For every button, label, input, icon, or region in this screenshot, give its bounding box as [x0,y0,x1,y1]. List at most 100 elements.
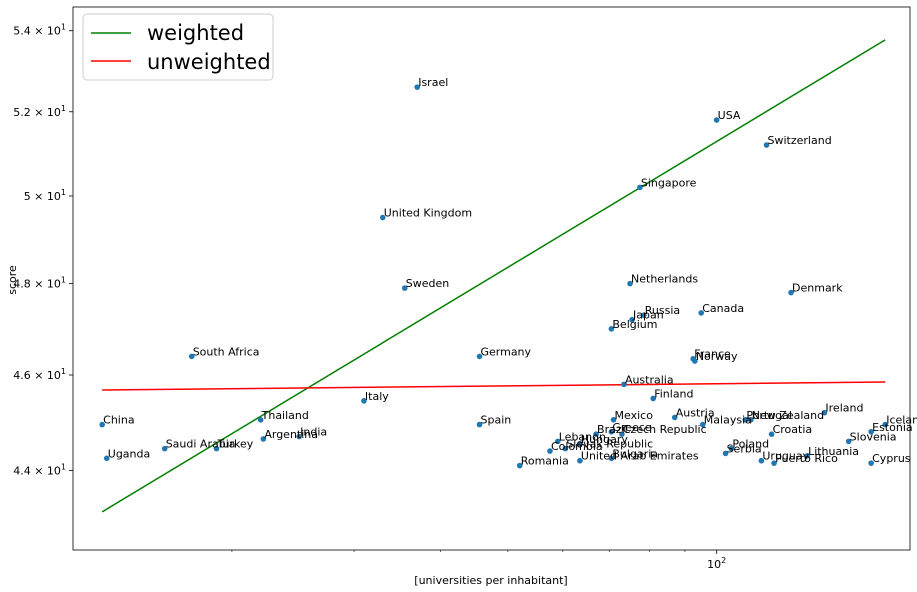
data-point [868,460,874,466]
data-point-label: China [103,414,134,427]
data-point-label: Malaysia [704,414,752,427]
data-point [742,417,749,423]
y-tick-label: 4.4 × 101 [13,462,66,477]
data-point [671,414,678,421]
data-point-label: Ireland [825,402,863,415]
data-point-label: Russia [645,304,680,317]
y-tick-label: 5.2 × 101 [13,104,66,119]
data-point-label: Lithuania [808,445,859,458]
legend: weighted unweighted [82,13,274,81]
data-point-label: United Arab Emirates [581,450,699,463]
data-point-label: Mexico [615,409,654,422]
data-point-label: Norway [696,350,738,363]
data-point [577,440,583,447]
data-point [722,450,729,457]
trend-line-unweighted [102,381,886,391]
y-tick-label: 5.4 × 101 [13,23,66,38]
data-point-label: France [694,348,731,361]
data-point-label: South Africa [193,345,260,358]
data-point [296,433,302,440]
data-point [637,184,643,191]
data-point [103,455,110,462]
data-point [260,436,267,442]
data-point-label: Israel [418,76,448,89]
data-point-label: Thailand [261,409,309,422]
data-point [748,417,754,423]
data-point-label: Brazil [597,423,628,436]
data-point [577,457,583,464]
data-point-label: Canada [702,302,744,315]
data-point-label: Japan [632,309,664,322]
data-point [845,438,852,445]
plot-area: 4.4 × 101 4.6 × 101 4.8 × 101 5 × 101 5.2 × … [13,6,917,571]
data-point-label: Denmark [792,282,843,295]
data-point [608,326,615,332]
data-point [650,395,657,402]
data-point [692,358,698,364]
data-point [188,353,195,360]
data-point [213,445,220,452]
data-point [768,431,775,437]
data-point [608,428,615,435]
data-point-label: Portugal [746,409,792,422]
y-tick-label: 4.8 × 101 [13,276,66,291]
data-point-labels: Israel USA Switzerland Singapore United King… [103,76,917,467]
data-point-label: Estonia [872,421,913,434]
data-point [516,462,523,469]
data-point-label: Bulgaria [612,447,658,460]
legend-box [82,13,274,81]
data-point-label: Iceland [886,414,917,427]
data-point [161,445,168,452]
data-point-label: Singapore [641,176,697,189]
data-point-label: Uruguay [762,450,809,463]
data-point-label: Finland [654,387,693,400]
y-axis-label: score [6,265,19,295]
data-points [99,84,889,469]
data-point-label: Belgium [612,318,657,331]
data-point [629,316,635,323]
data-point [698,310,705,316]
trend-lines [101,39,886,513]
y-axis-ticks: 4.4 × 101 4.6 × 101 4.8 × 101 5 × 101 5.2 × … [13,23,73,477]
data-point [379,214,386,221]
data-point [621,381,627,388]
data-point-label: United Kingdom [384,207,472,220]
data-point [763,142,770,148]
data-point-label: India [300,426,327,439]
data-point [700,421,706,428]
data-point [627,280,633,287]
data-point-label: Argentina [264,428,318,441]
data-point-label: Uganda [108,447,150,460]
data-point [728,445,735,452]
data-point-label: USA [718,109,741,122]
data-point-label: Austria [676,406,715,419]
data-point-label: Turkey [216,438,253,451]
data-point [821,409,828,416]
data-point [361,398,367,404]
data-point [476,353,483,360]
data-point [788,289,794,296]
data-point-label: Switzerland [768,134,832,147]
data-point-label: Poland [732,438,769,451]
data-point-label: Hungary [581,433,628,446]
data-point [868,428,874,435]
x-minor-ticks [231,550,686,552]
data-point [593,431,599,437]
axes-frame [72,6,911,551]
legend-label-weighted: weighted [147,21,244,45]
x-axis-label: [universities per inhabitant] [414,574,567,587]
y-tick-label: 5 × 101 [24,188,66,203]
data-point [99,421,105,428]
data-point [257,417,264,423]
data-point [804,453,810,459]
data-point-label: Cyprus [872,452,911,465]
legend-label-unweighted: unweighted [147,50,271,74]
data-point-label: Saudi Arabia [166,438,236,451]
data-point [547,448,553,454]
data-point-label: New Zealand [752,409,824,422]
data-point [401,285,408,291]
data-point [414,84,421,90]
data-point-label: Slovak Republic [566,438,653,451]
data-point [713,117,720,123]
